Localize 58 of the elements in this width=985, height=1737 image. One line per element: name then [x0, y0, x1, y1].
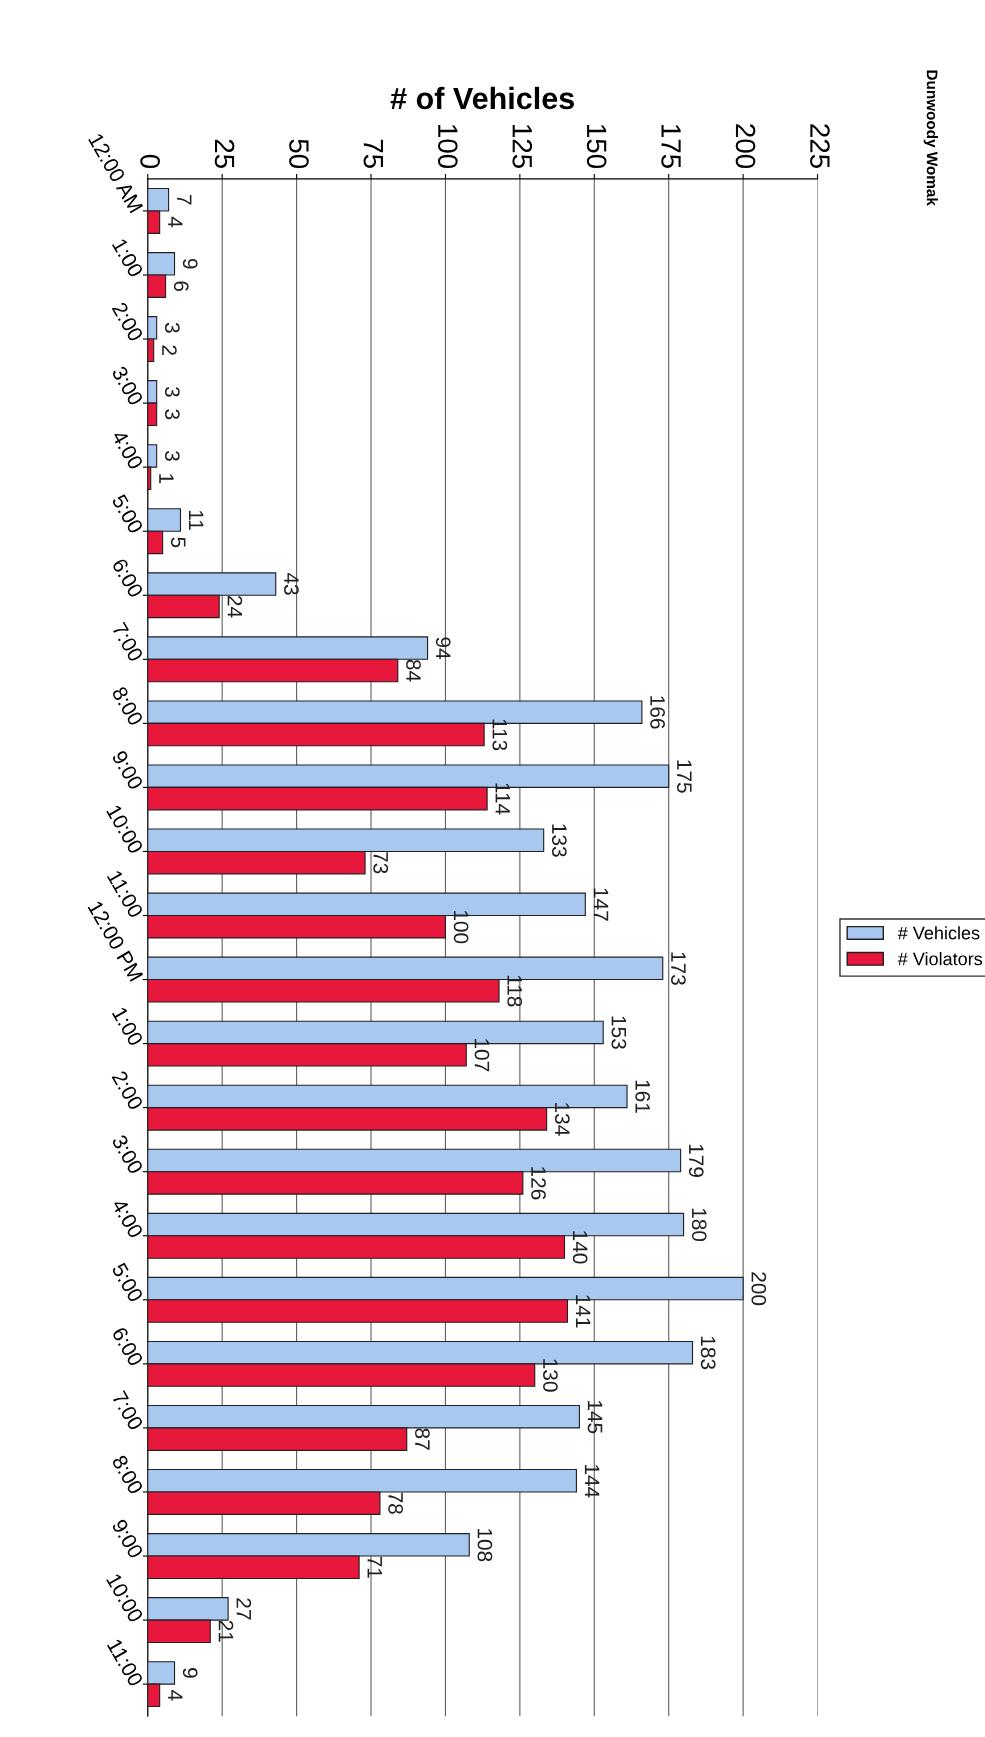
x-tick-label: 50 — [289, 139, 309, 169]
data-label: 141 — [575, 1295, 591, 1328]
y-tick-label: 4:00 — [111, 428, 144, 471]
x-tick-label: 100 — [437, 124, 458, 169]
data-label: 2 — [162, 345, 177, 355]
data-label: 166 — [650, 696, 665, 729]
data-label: 175 — [676, 760, 692, 793]
data-label: 87 — [415, 1428, 430, 1450]
data-label: 173 — [671, 952, 686, 985]
data-label: 126 — [531, 1167, 546, 1200]
x-tick-label: 225 — [810, 124, 830, 169]
y-tick-label: 4:00 — [111, 1197, 144, 1239]
data-label: 1 — [159, 474, 174, 484]
data-label: 27 — [236, 1598, 252, 1620]
x-tick-label: 0 — [140, 154, 160, 169]
data-label: 145 — [587, 1400, 603, 1434]
legend-label: # Vehicles — [897, 926, 980, 940]
data-label: 43 — [284, 572, 299, 595]
data-label: 4 — [168, 1690, 183, 1701]
data-label: 24 — [227, 595, 243, 618]
data-label: 94 — [435, 637, 451, 660]
data-label: 153 — [611, 1016, 627, 1049]
data-label: 7 — [177, 195, 192, 205]
data-label: 9 — [182, 258, 198, 269]
data-label: 5 — [170, 537, 186, 548]
data-label: 84 — [406, 659, 421, 682]
data-label: 3 — [164, 409, 180, 420]
data-label: 4 — [168, 216, 183, 228]
data-label: 21 — [218, 1620, 234, 1642]
data-label: 9 — [182, 1668, 198, 1678]
data-label: 6 — [173, 281, 189, 292]
data-label: 3 — [164, 386, 180, 397]
data-label: 73 — [373, 852, 389, 874]
data-label: 3 — [164, 450, 180, 461]
data-label: 144 — [584, 1464, 600, 1498]
x-tick-label: 175 — [661, 124, 681, 169]
data-label: 108 — [477, 1529, 493, 1562]
data-label: 183 — [700, 1336, 716, 1370]
data-label: 3 — [164, 322, 180, 333]
x-axis-title: # of Vehicles — [390, 86, 574, 110]
data-label: 130 — [543, 1359, 558, 1392]
data-label: 71 — [367, 1556, 382, 1578]
data-label: 140 — [572, 1231, 588, 1264]
x-tick-label: 125 — [512, 124, 533, 169]
data-label: 161 — [635, 1080, 651, 1113]
data-label: 11 — [188, 510, 204, 530]
text: Dunwoody Womak — [923, 70, 938, 206]
x-tick-label: 25 — [214, 139, 235, 169]
x-tick-label: 200 — [735, 124, 756, 169]
x-tick-label: 150 — [586, 124, 607, 169]
data-label: 180 — [691, 1208, 707, 1242]
x-tick-label: 75 — [363, 139, 383, 169]
data-label: 147 — [593, 888, 609, 921]
legend-label: # Violators — [897, 952, 983, 966]
data-label: 133 — [551, 824, 567, 857]
data-label: 78 — [388, 1492, 403, 1514]
data-label: 200 — [751, 1272, 767, 1306]
data-label: 179 — [688, 1144, 704, 1177]
